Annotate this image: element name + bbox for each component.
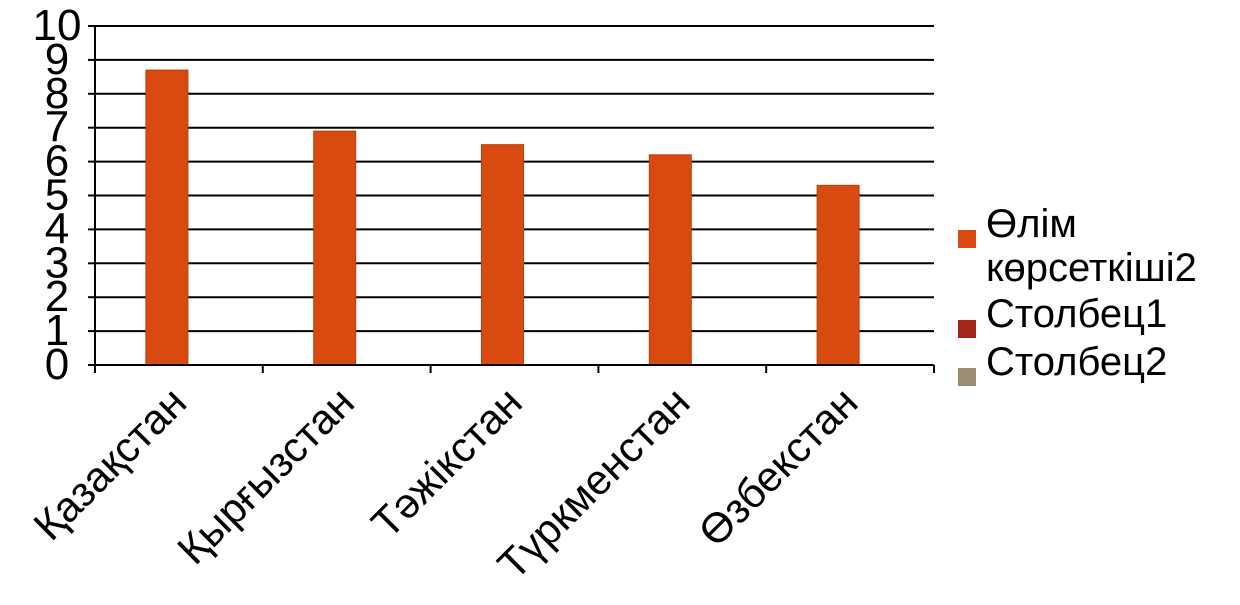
bars: [145, 69, 860, 366]
legend-label-series-1: Өлім көрсеткіші2: [986, 202, 1197, 290]
y-tick-label: 10: [33, 1, 82, 50]
legend: Өлім көрсеткіші2 Столбец1 Столбец2: [958, 202, 1238, 388]
axes: [94, 26, 934, 366]
y-tick-label: 3: [45, 238, 69, 287]
legend-item-series-1: Өлім көрсеткіші2: [958, 202, 1238, 290]
x-tick-label: Қырғызстан: [168, 378, 363, 573]
y-tick-label: 5: [45, 171, 69, 220]
legend-label-series-2: Столбец1: [986, 292, 1168, 336]
x-tick-label: Тәжікстан: [362, 378, 531, 547]
legend-item-series-3: Столбец2: [958, 340, 1238, 386]
x-tick-label: Өзбекстан: [689, 378, 866, 555]
x-tick-label: Қазақстан: [24, 378, 195, 549]
y-tick-label: 1: [45, 306, 69, 355]
bar: [648, 154, 692, 366]
bar: [481, 144, 524, 366]
bar: [313, 130, 357, 366]
legend-swatch-series-2: [958, 320, 976, 338]
y-tick-label: 0: [45, 340, 69, 389]
y-tick-label: 4: [45, 204, 69, 253]
y-tick-label: 6: [45, 137, 69, 186]
y-tick-label: 9: [45, 35, 69, 84]
bar: [145, 69, 189, 366]
legend-swatch-series-3: [958, 368, 976, 386]
y-tick-label: 8: [45, 69, 69, 118]
bar: [816, 184, 860, 366]
y-tick-label: 7: [45, 103, 69, 152]
y-tick-label: 2: [45, 272, 69, 321]
legend-swatch-series-1: [958, 230, 976, 248]
legend-label-series-3: Столбец2: [986, 340, 1168, 384]
legend-item-series-2: Столбец1: [958, 292, 1238, 338]
